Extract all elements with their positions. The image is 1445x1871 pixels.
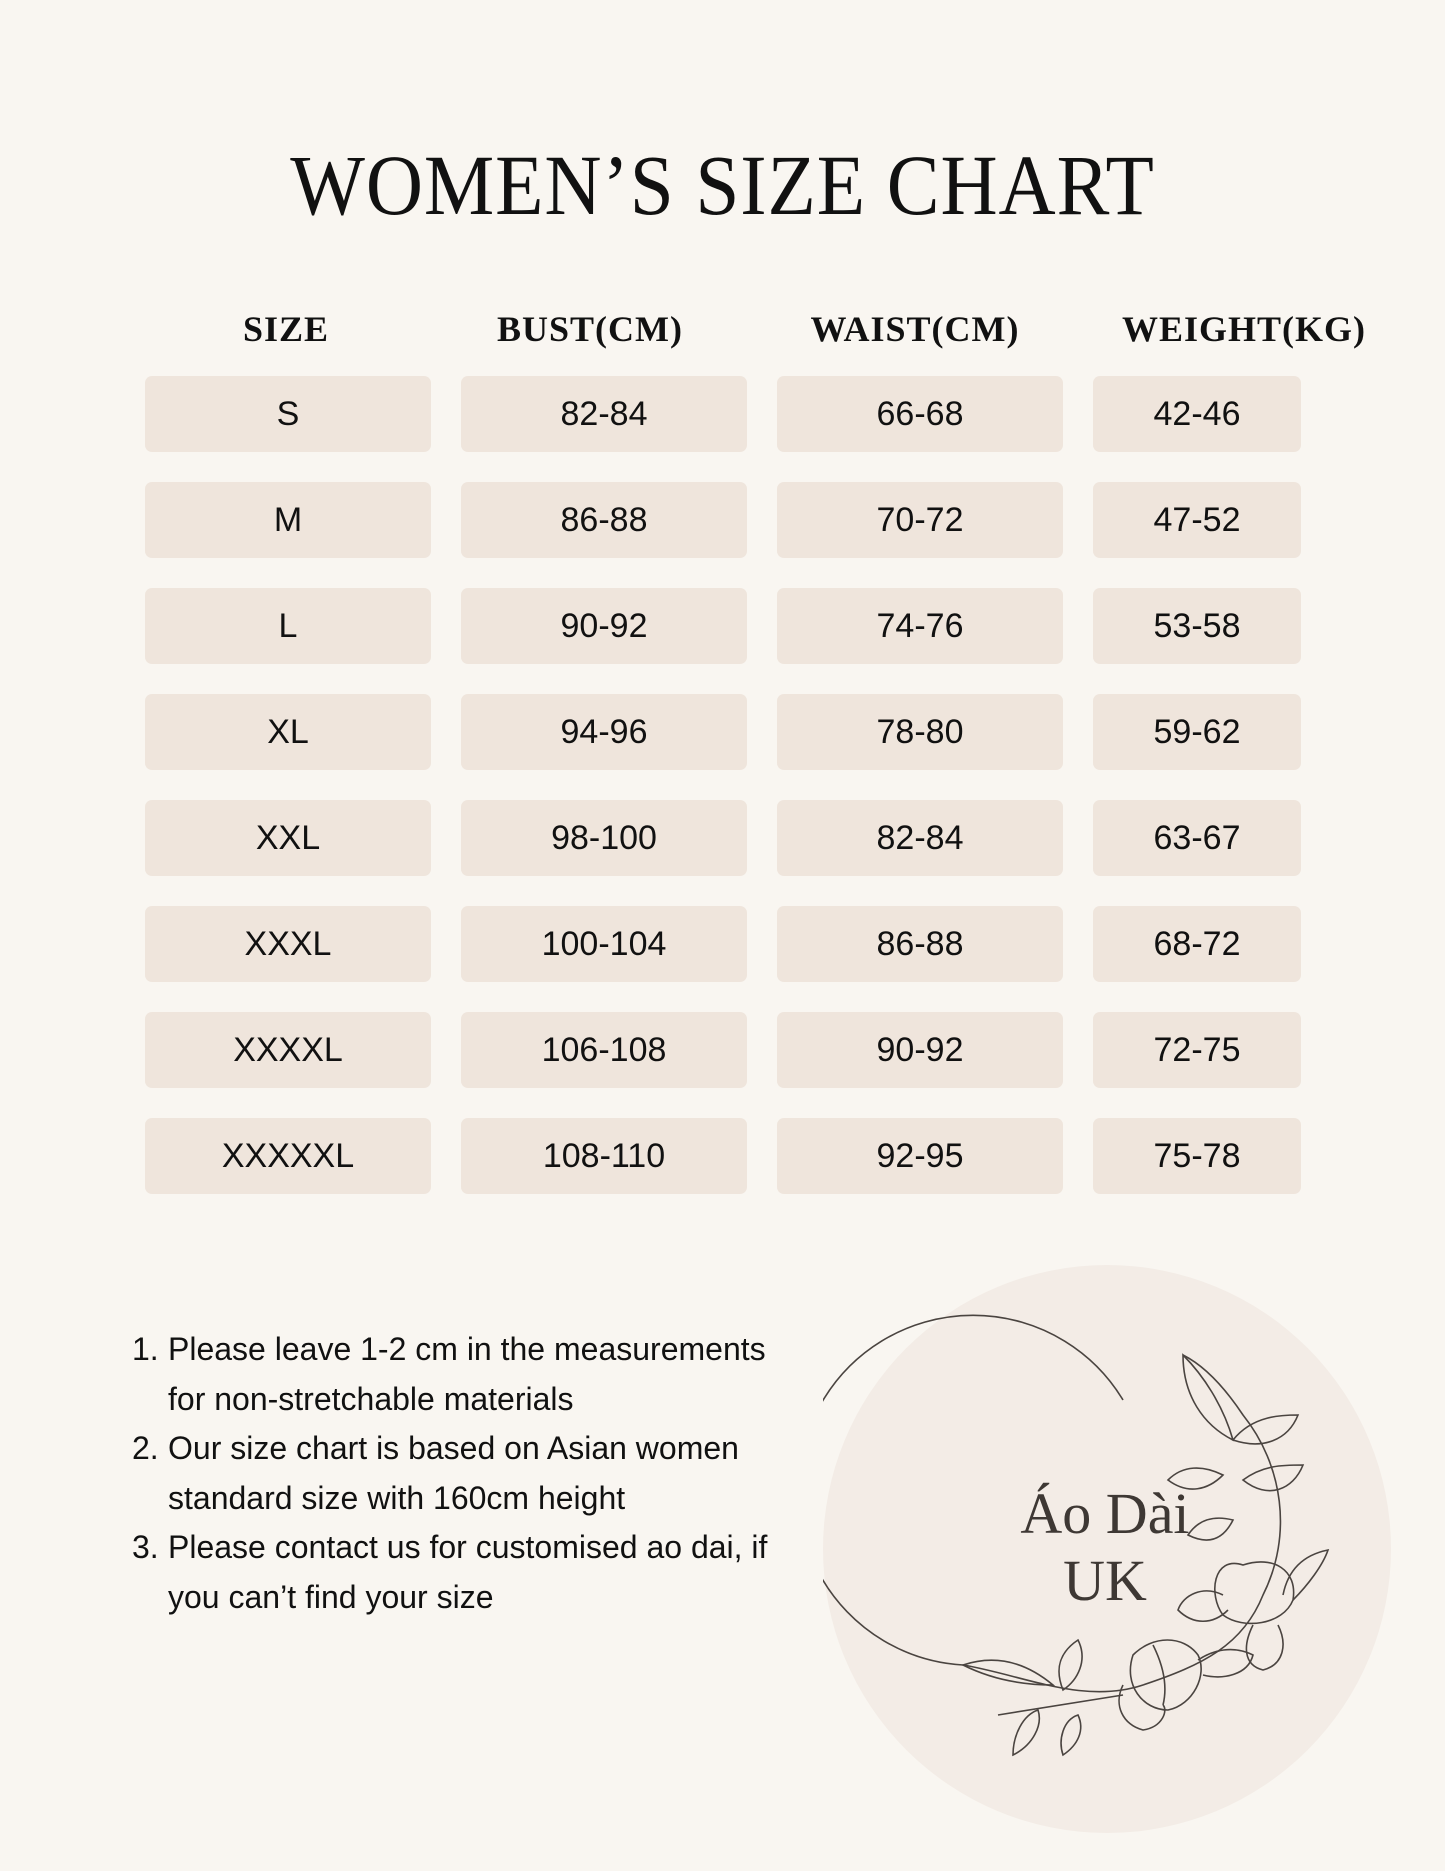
cell-bust: 86-88: [461, 482, 747, 558]
note-item: 2. Our size chart is based on Asian women…: [132, 1424, 792, 1523]
note-text: Please leave 1-2 cm in the measurements …: [168, 1331, 766, 1417]
floral-wreath-icon: [823, 1314, 1330, 1757]
cell-size: XXXXXL: [145, 1118, 431, 1194]
cell-bust: 94-96: [461, 694, 747, 770]
notes-list: 1. Please leave 1-2 cm in the measurement…: [132, 1325, 792, 1622]
logo-text-line2: UK: [1063, 1548, 1147, 1613]
note-text: Our size chart is based on Asian women s…: [168, 1430, 739, 1516]
cell-size: XXXL: [145, 906, 431, 982]
cell-waist: 66-68: [777, 376, 1063, 452]
cell-waist: 74-76: [777, 588, 1063, 664]
cell-weight: 59-62: [1093, 694, 1301, 770]
header-weight: WEIGHT(KG): [1121, 309, 1367, 349]
cell-size: L: [145, 588, 431, 664]
cell-bust: 82-84: [461, 376, 747, 452]
cell-waist: 70-72: [777, 482, 1063, 558]
cell-size: XXL: [145, 800, 431, 876]
note-number: 3.: [132, 1529, 159, 1565]
note-text: Please contact us for customised ao dai,…: [168, 1529, 768, 1615]
note-item: 3. Please contact us for customised ao da…: [132, 1523, 792, 1622]
header-waist: WAIST(CM): [810, 309, 1020, 349]
cell-bust: 90-92: [461, 588, 747, 664]
cell-bust: 100-104: [461, 906, 747, 982]
cell-size: S: [145, 376, 431, 452]
cell-weight: 42-46: [1093, 376, 1301, 452]
header-bust: BUST(CM): [497, 309, 683, 349]
note-item: 1. Please leave 1-2 cm in the measurement…: [132, 1325, 792, 1424]
cell-weight: 75-78: [1093, 1118, 1301, 1194]
cell-waist: 82-84: [777, 800, 1063, 876]
cell-size: XXXXL: [145, 1012, 431, 1088]
note-number: 2.: [132, 1430, 159, 1466]
logo-background: [823, 1265, 1391, 1833]
header-size: SIZE: [242, 309, 330, 349]
cell-weight: 53-58: [1093, 588, 1301, 664]
page-title: WOMEN’S SIZE CHART: [290, 137, 1155, 233]
cell-waist: 92-95: [777, 1118, 1063, 1194]
cell-bust: 108-110: [461, 1118, 747, 1194]
cell-weight: 47-52: [1093, 482, 1301, 558]
note-number: 1.: [132, 1331, 159, 1367]
cell-bust: 106-108: [461, 1012, 747, 1088]
cell-weight: 72-75: [1093, 1012, 1301, 1088]
cell-weight: 63-67: [1093, 800, 1301, 876]
cell-size: M: [145, 482, 431, 558]
cell-size: XL: [145, 694, 431, 770]
cell-waist: 86-88: [777, 906, 1063, 982]
cell-bust: 98-100: [461, 800, 747, 876]
logo-text-line1: Áo Dài: [1020, 1481, 1190, 1546]
cell-waist: 78-80: [777, 694, 1063, 770]
cell-weight: 68-72: [1093, 906, 1301, 982]
cell-waist: 90-92: [777, 1012, 1063, 1088]
